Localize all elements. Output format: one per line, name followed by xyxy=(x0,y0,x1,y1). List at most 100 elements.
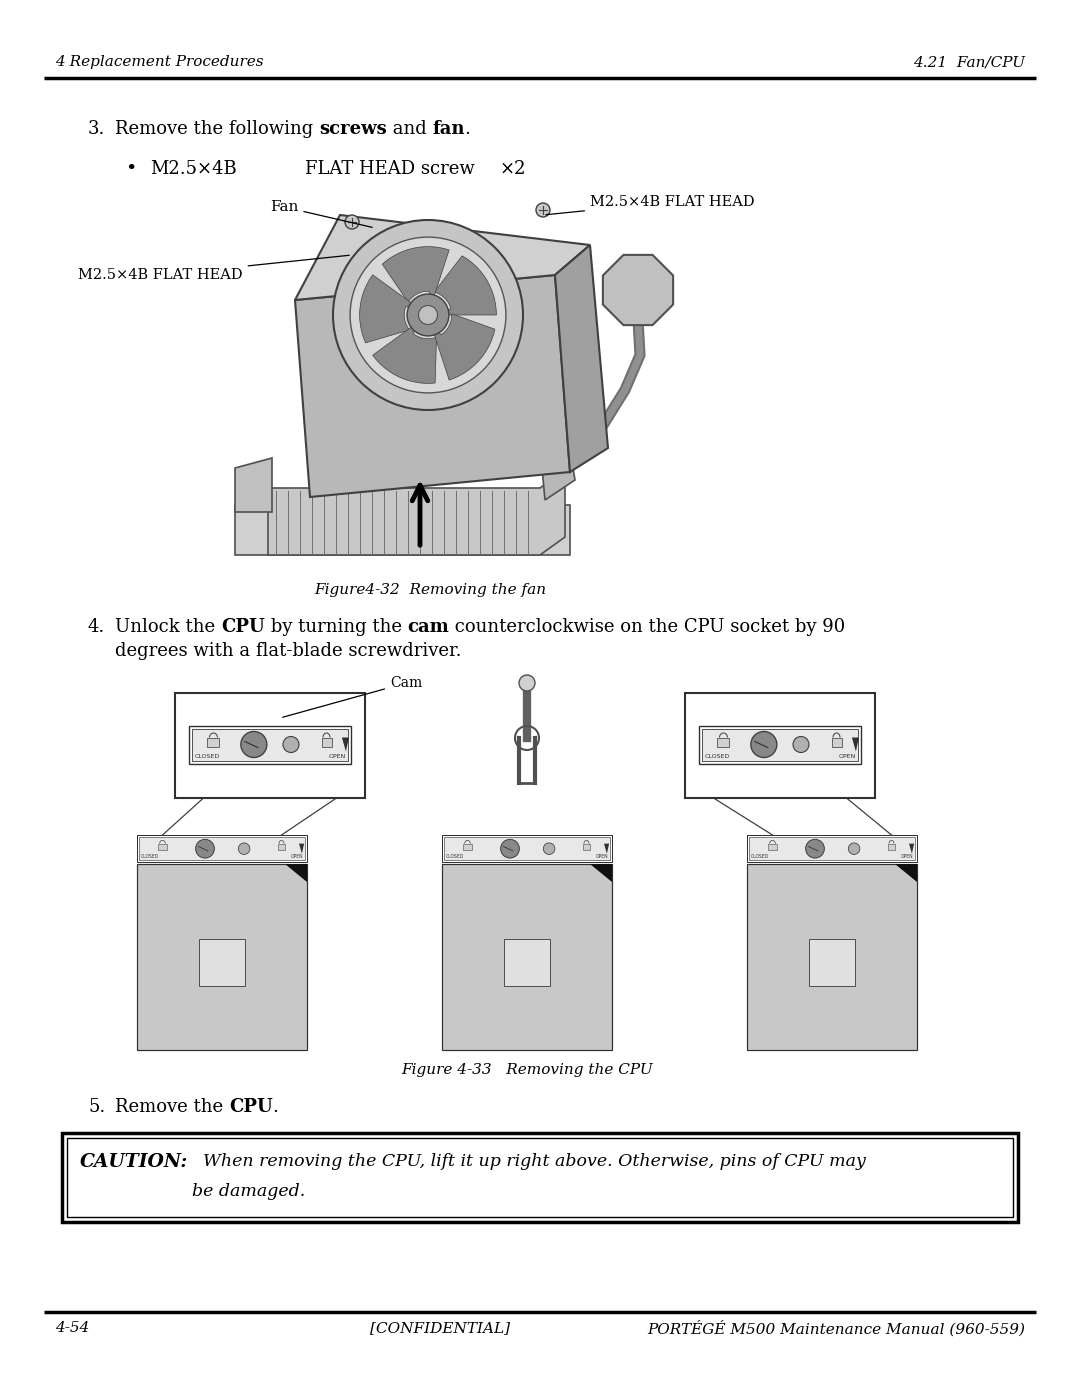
Circle shape xyxy=(241,732,267,757)
Circle shape xyxy=(806,840,824,858)
Text: 4.21  Fan/CPU: 4.21 Fan/CPU xyxy=(913,54,1025,68)
Polygon shape xyxy=(909,844,914,854)
Polygon shape xyxy=(604,844,609,854)
Text: OPEN: OPEN xyxy=(901,854,914,859)
Polygon shape xyxy=(702,728,858,760)
Circle shape xyxy=(350,237,505,393)
Text: Figure4-32  Removing the fan: Figure4-32 Removing the fan xyxy=(314,583,546,597)
Polygon shape xyxy=(442,835,612,862)
Polygon shape xyxy=(747,863,917,1051)
Text: OPEN: OPEN xyxy=(596,854,608,859)
Polygon shape xyxy=(555,244,608,472)
Text: fan: fan xyxy=(432,120,464,138)
Polygon shape xyxy=(809,939,855,986)
Text: Remove the following: Remove the following xyxy=(114,120,319,138)
Circle shape xyxy=(536,203,550,217)
Polygon shape xyxy=(747,835,917,862)
Circle shape xyxy=(345,215,359,229)
Text: PORTÉGÉ M500 Maintenance Manual (960-559): PORTÉGÉ M500 Maintenance Manual (960-559… xyxy=(647,1320,1025,1336)
Circle shape xyxy=(519,675,535,692)
Text: OPEN: OPEN xyxy=(291,854,303,859)
Text: •: • xyxy=(125,161,136,177)
Polygon shape xyxy=(299,844,305,854)
Text: Cam: Cam xyxy=(283,676,422,717)
Polygon shape xyxy=(62,1133,1018,1222)
Polygon shape xyxy=(139,837,305,861)
Text: Figure 4-33   Removing the CPU: Figure 4-33 Removing the CPU xyxy=(401,1063,653,1077)
Text: 3.: 3. xyxy=(87,120,106,138)
Polygon shape xyxy=(591,863,612,882)
Circle shape xyxy=(283,736,299,753)
Polygon shape xyxy=(503,939,551,986)
Text: .: . xyxy=(272,1098,279,1116)
Text: ×2: ×2 xyxy=(500,161,527,177)
Text: cam: cam xyxy=(407,617,449,636)
Polygon shape xyxy=(717,738,729,746)
Polygon shape xyxy=(268,469,565,555)
Text: Unlock the: Unlock the xyxy=(114,617,221,636)
Text: CLOSED: CLOSED xyxy=(140,854,159,859)
Polygon shape xyxy=(199,939,245,986)
Text: counterclockwise on the CPU socket by 90: counterclockwise on the CPU socket by 90 xyxy=(449,617,846,636)
Polygon shape xyxy=(583,844,590,851)
Text: Remove the: Remove the xyxy=(114,1098,229,1116)
Text: 5.: 5. xyxy=(87,1098,105,1116)
Polygon shape xyxy=(895,863,917,882)
Text: CLOSED: CLOSED xyxy=(704,753,729,759)
Text: .: . xyxy=(464,120,471,138)
Text: by turning the: by turning the xyxy=(265,617,407,636)
Text: CLOSED: CLOSED xyxy=(194,753,219,759)
Polygon shape xyxy=(175,693,365,798)
Polygon shape xyxy=(207,738,219,746)
Polygon shape xyxy=(285,863,307,882)
Text: CPU: CPU xyxy=(229,1098,272,1116)
Polygon shape xyxy=(278,844,285,851)
Polygon shape xyxy=(295,215,590,300)
Text: CLOSED: CLOSED xyxy=(446,854,463,859)
Text: OPEN: OPEN xyxy=(328,753,346,759)
Polygon shape xyxy=(832,738,841,746)
Polygon shape xyxy=(235,458,272,511)
Text: M2.5×4B FLAT HEAD: M2.5×4B FLAT HEAD xyxy=(78,256,349,282)
Circle shape xyxy=(793,736,809,753)
Polygon shape xyxy=(360,275,428,342)
Polygon shape xyxy=(444,837,610,861)
Polygon shape xyxy=(428,314,495,380)
Circle shape xyxy=(419,306,437,324)
Text: Fan: Fan xyxy=(270,200,373,228)
Circle shape xyxy=(195,840,214,858)
Polygon shape xyxy=(852,738,859,752)
Polygon shape xyxy=(342,738,349,752)
Polygon shape xyxy=(158,844,166,851)
Circle shape xyxy=(501,840,519,858)
Polygon shape xyxy=(137,863,307,1051)
Polygon shape xyxy=(322,738,332,746)
Text: CLOSED: CLOSED xyxy=(751,854,769,859)
Polygon shape xyxy=(295,275,570,497)
Polygon shape xyxy=(603,254,673,326)
Text: screws: screws xyxy=(319,120,387,138)
Polygon shape xyxy=(750,837,915,861)
Polygon shape xyxy=(235,504,570,555)
Polygon shape xyxy=(442,863,612,1051)
Polygon shape xyxy=(189,725,351,764)
Circle shape xyxy=(543,842,555,855)
Circle shape xyxy=(407,295,449,335)
Text: [CONFIDENTIAL]: [CONFIDENTIAL] xyxy=(370,1322,510,1336)
Text: When removing the CPU, lift it up right above. Otherwise, pins of CPU may: When removing the CPU, lift it up right … xyxy=(192,1153,866,1171)
Circle shape xyxy=(333,219,523,409)
Polygon shape xyxy=(382,247,449,314)
Text: 4 Replacement Procedures: 4 Replacement Procedures xyxy=(55,54,264,68)
Text: and: and xyxy=(387,120,432,138)
Text: 4-54: 4-54 xyxy=(55,1322,90,1336)
Text: CAUTION:: CAUTION: xyxy=(80,1153,188,1171)
Circle shape xyxy=(849,842,860,855)
Polygon shape xyxy=(888,844,895,851)
Circle shape xyxy=(239,842,249,855)
Text: be damaged.: be damaged. xyxy=(192,1183,306,1200)
Polygon shape xyxy=(463,844,472,851)
Circle shape xyxy=(751,732,777,757)
Text: 4.: 4. xyxy=(87,617,105,636)
Polygon shape xyxy=(373,314,436,383)
Text: CPU: CPU xyxy=(221,617,265,636)
